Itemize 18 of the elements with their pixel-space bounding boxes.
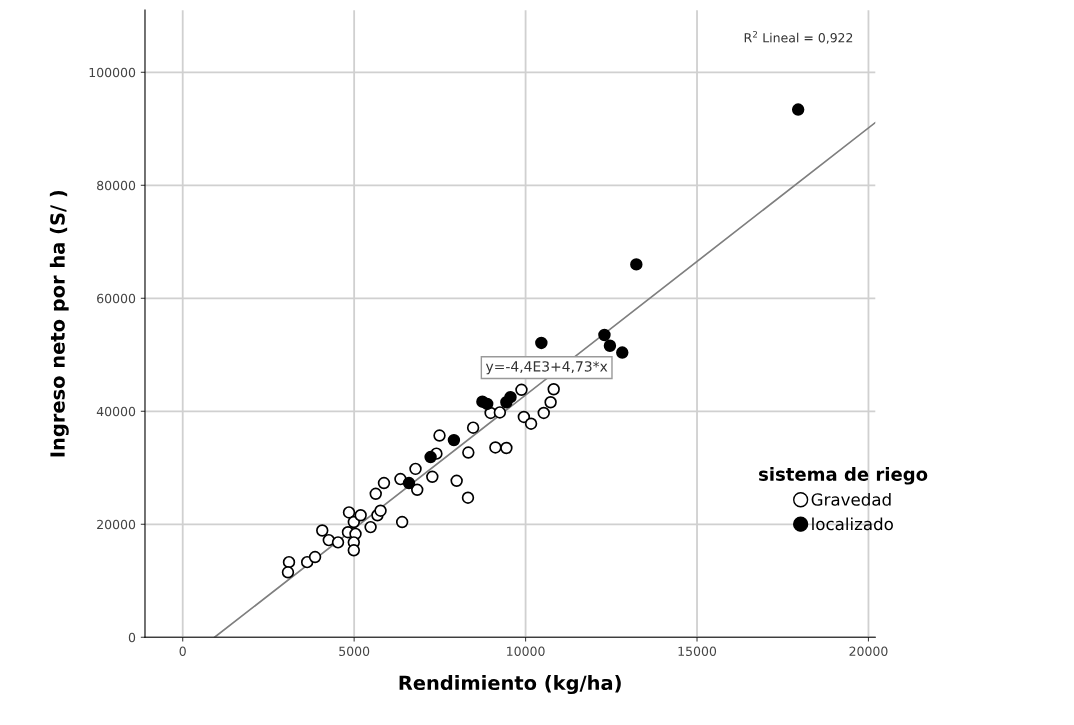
x-tick-label: 0 [179, 646, 186, 656]
x-tick-label: 10000 [507, 646, 545, 656]
x-tick-label: 15000 [678, 646, 717, 656]
y-tick-label: 100000 [89, 67, 136, 78]
legend-label: Gravedad [811, 492, 891, 506]
annotation: y=-4,4E3+4,73*x [485, 361, 608, 375]
x-axis-title: Rendimiento (kg/ha) [399, 675, 621, 695]
x-tick-label: 5000 [339, 646, 370, 656]
legend-title: sistema de riego [759, 466, 928, 485]
y-tick-label: 80000 [97, 180, 136, 191]
y-tick-label: 0 [128, 632, 136, 643]
y-tick-label: 40000 [96, 406, 136, 417]
annotation: R$^{2}$ Lineal = 0,922 [744, 31, 853, 44]
x-tick-label: 20000 [849, 646, 888, 656]
y-tick-label: 20000 [97, 519, 136, 530]
legend-label: localizado [812, 517, 893, 531]
y-axis-title: Ingreso neto por ha (S/ ) [49, 190, 69, 457]
y-tick-label: 60000 [97, 293, 136, 304]
